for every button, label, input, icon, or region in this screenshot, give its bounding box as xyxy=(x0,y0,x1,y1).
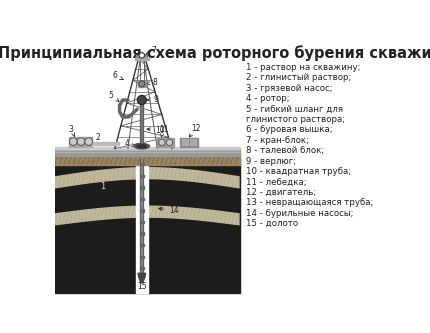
Polygon shape xyxy=(138,273,146,283)
Bar xyxy=(55,148,240,150)
Bar xyxy=(139,175,144,177)
Polygon shape xyxy=(55,205,240,225)
Circle shape xyxy=(139,53,144,58)
Circle shape xyxy=(166,139,172,146)
Polygon shape xyxy=(55,167,240,188)
Text: 14: 14 xyxy=(159,206,178,215)
Text: 11 - лебедка;: 11 - лебедка; xyxy=(246,177,307,186)
Text: 7 - кран-блок;: 7 - кран-блок; xyxy=(246,136,309,145)
Text: 10 - квадратная труба;: 10 - квадратная труба; xyxy=(246,167,351,176)
Text: 9: 9 xyxy=(147,95,158,104)
Text: 9 - верлюг;: 9 - верлюг; xyxy=(246,157,296,166)
Text: 14 - бурильные насосы;: 14 - бурильные насосы; xyxy=(246,208,353,217)
Text: 13 - невращающаяся труба;: 13 - невращающаяся труба; xyxy=(246,198,373,207)
Circle shape xyxy=(137,95,147,105)
Text: 2 - глинистый раствор;: 2 - глинистый раствор; xyxy=(246,74,351,83)
Bar xyxy=(55,159,240,292)
Bar xyxy=(55,153,240,166)
Bar xyxy=(140,159,143,273)
Text: 1: 1 xyxy=(100,181,105,190)
Text: 3: 3 xyxy=(69,125,75,137)
Bar xyxy=(139,198,144,200)
Text: 15: 15 xyxy=(137,282,147,291)
Bar xyxy=(139,221,144,223)
Bar xyxy=(139,163,144,166)
Bar xyxy=(55,147,240,149)
Text: 4: 4 xyxy=(125,139,135,148)
Text: 13: 13 xyxy=(152,195,172,204)
Ellipse shape xyxy=(137,145,147,148)
Bar xyxy=(139,186,144,188)
Text: 8: 8 xyxy=(147,78,157,87)
Text: 8 - талевой блок;: 8 - талевой блок; xyxy=(246,146,324,155)
Text: 2: 2 xyxy=(95,133,100,142)
Bar xyxy=(139,255,144,258)
Circle shape xyxy=(70,138,77,146)
Text: 6 - буровая вышка;: 6 - буровая вышка; xyxy=(246,126,332,135)
Text: 12: 12 xyxy=(189,124,201,137)
Bar xyxy=(136,159,148,292)
Bar xyxy=(55,149,240,156)
Ellipse shape xyxy=(134,144,150,149)
Text: 5: 5 xyxy=(109,91,119,102)
Text: 4 - ротор;: 4 - ротор; xyxy=(246,94,289,103)
Text: Принципиальная схема роторного бурения скважин: Принципиальная схема роторного бурения с… xyxy=(0,45,430,61)
Circle shape xyxy=(159,139,165,146)
Bar xyxy=(69,137,92,147)
Bar xyxy=(136,55,147,58)
Bar xyxy=(135,58,149,60)
Text: 5 - гибкий шланг для: 5 - гибкий шланг для xyxy=(246,105,343,114)
Text: 10: 10 xyxy=(147,126,165,135)
Text: 6: 6 xyxy=(113,72,123,81)
Bar xyxy=(140,105,143,147)
Text: 7: 7 xyxy=(146,46,156,55)
Text: 1 - раствор на скважину;: 1 - раствор на скважину; xyxy=(246,63,360,72)
Text: 3 - грязевой насос;: 3 - грязевой насос; xyxy=(246,84,332,93)
Bar xyxy=(190,139,196,146)
Bar xyxy=(182,139,188,146)
Circle shape xyxy=(139,81,145,87)
Circle shape xyxy=(85,138,92,146)
Text: 12 - двигатель;: 12 - двигатель; xyxy=(246,188,316,197)
Text: глинистого раствора;: глинистого раствора; xyxy=(246,115,345,124)
Bar xyxy=(139,232,144,235)
Text: 11: 11 xyxy=(159,125,168,137)
Bar xyxy=(92,143,119,146)
Text: 15 - долото: 15 - долото xyxy=(246,219,298,228)
Bar xyxy=(157,138,174,147)
Bar xyxy=(180,138,198,147)
Bar xyxy=(139,209,144,212)
Circle shape xyxy=(77,138,85,146)
Bar xyxy=(138,81,146,87)
Bar xyxy=(139,244,144,246)
Bar xyxy=(139,267,144,269)
